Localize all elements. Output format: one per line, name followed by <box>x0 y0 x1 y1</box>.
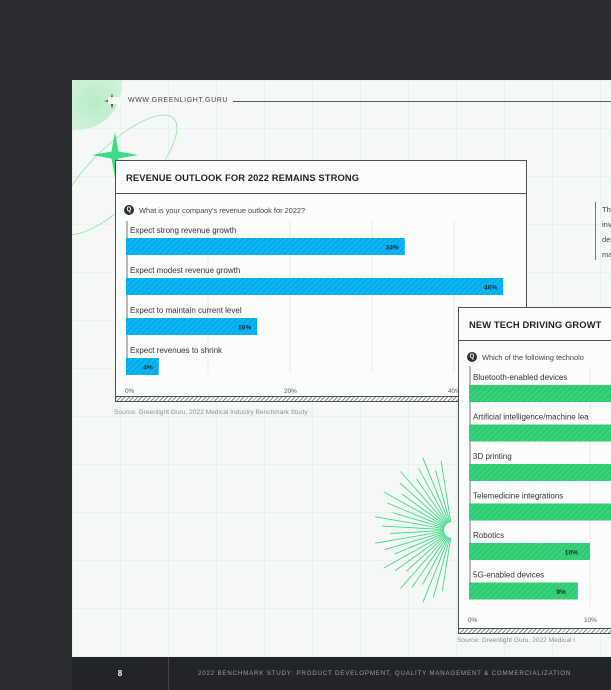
burst-ray <box>422 457 450 523</box>
bar <box>469 503 611 521</box>
x-tick-label: 0% <box>125 388 135 395</box>
burst-ray <box>440 460 452 523</box>
revenue-question: Q What is your company's revenue outlook… <box>124 205 305 215</box>
category-label: 3D printing <box>473 452 512 461</box>
footer-title: 2022 BENCHMARK STUDY: PRODUCT DEVELOPMEN… <box>198 670 572 677</box>
bar-value-label: 9% <box>556 589 566 596</box>
burst-ray <box>394 534 446 572</box>
bar <box>469 464 611 481</box>
x-tick-label: 20% <box>284 388 297 395</box>
burst-ray <box>384 531 445 550</box>
burst-ray <box>375 516 445 530</box>
green-sparkle-icon <box>92 132 138 178</box>
burst-decoration <box>375 457 452 603</box>
category-label: 5G-enabled devices <box>473 571 544 580</box>
x-tick-label: 40% <box>448 388 461 395</box>
category-label: Expect to maintain current level <box>130 306 242 315</box>
bar <box>469 424 611 442</box>
burst-ray <box>416 478 448 524</box>
burst-ray <box>383 491 446 527</box>
bar <box>469 582 578 600</box>
revenue-source: Source: Greenlight Guru, 2022 Medical In… <box>114 409 308 416</box>
site-url: WWW.GREENLIGHT.GURU <box>108 97 234 104</box>
page-number: 8 <box>72 657 169 690</box>
revenue-chart-title: REVENUE OUTLOOK FOR 2022 REMAINS STRONG <box>116 161 526 194</box>
category-label: Expect modest revenue growth <box>130 266 240 275</box>
burst-ray <box>422 537 450 603</box>
burst-ray <box>405 535 447 572</box>
tech-source: Source: Greenlight Guru, 2022 Medical I <box>457 637 576 644</box>
burst-ray <box>382 525 445 530</box>
burst-ray <box>399 482 447 525</box>
question-icon: Q <box>124 205 134 215</box>
side-text-line: The <box>602 205 611 214</box>
category-label: Expect strong revenue growth <box>130 226 236 235</box>
bar <box>469 385 611 402</box>
tech-chart-title: NEW TECH DRIVING GROWT <box>459 308 611 341</box>
bar <box>126 318 258 335</box>
category-label: Telemedicine integrations <box>473 492 563 501</box>
x-tick-label: 10% <box>584 617 597 624</box>
tech-chart-card: NEW TECH DRIVING GROWT Q Which of the fo… <box>458 307 611 634</box>
side-text-line: inve <box>602 220 611 229</box>
burst-ray <box>383 533 446 569</box>
bar <box>126 278 504 295</box>
burst-ray <box>401 493 446 526</box>
footer: 8 2022 BENCHMARK STUDY: PRODUCT DEVELOPM… <box>72 657 611 690</box>
x-tick-label: 0% <box>468 617 478 624</box>
bar-value-label: 34% <box>386 245 399 252</box>
tech-question: Q Which of the following technolo <box>467 352 584 362</box>
report-page: WWW.GREENLIGHT.GURU The inve dem mac REV… <box>72 80 611 690</box>
bar-value-label: 16% <box>238 325 251 332</box>
burst-ray <box>400 535 448 589</box>
burst-ray <box>422 536 449 585</box>
burst-ray <box>392 512 445 529</box>
burst-ray <box>441 537 452 592</box>
card-hatch-border <box>116 396 526 402</box>
bar-value-label: 10% <box>565 550 578 557</box>
tech-chart: Bluetooth-enabled devices Artificial inte… <box>468 366 611 624</box>
burst-ray <box>435 470 451 523</box>
category-label: Expect revenues to shrink <box>130 346 223 355</box>
burst-ray <box>400 471 448 525</box>
category-label: Robotics <box>473 531 504 540</box>
question-icon: Q <box>467 352 477 362</box>
bar <box>126 358 159 375</box>
side-text-line: dem <box>602 235 611 244</box>
side-text-line: mac <box>602 250 611 259</box>
tech-question-text: Which of the following technolo <box>482 352 584 362</box>
burst-ray <box>375 530 445 544</box>
bar <box>469 543 590 560</box>
burst-ray <box>418 468 449 524</box>
bar <box>126 238 405 255</box>
side-text: The inve dem mac <box>595 202 611 260</box>
category-label: Bluetooth-enabled devices <box>473 373 567 382</box>
card-hatch-border <box>459 628 611 634</box>
revenue-chart: Expect strong revenue growth 34% Expect mo… <box>125 221 504 395</box>
burst-ray <box>394 532 445 555</box>
burst-ray <box>390 530 445 534</box>
bar-value-label: 46% <box>484 285 497 292</box>
bar-value-label: 4% <box>143 365 153 372</box>
burst-ray <box>387 502 445 528</box>
burst-ray <box>411 536 448 588</box>
revenue-question-text: What is your company's revenue outlook f… <box>139 205 306 215</box>
category-label: Artificial intelligence/machine lea <box>473 413 589 422</box>
header-rule <box>110 101 611 102</box>
burst-ray <box>432 537 451 598</box>
